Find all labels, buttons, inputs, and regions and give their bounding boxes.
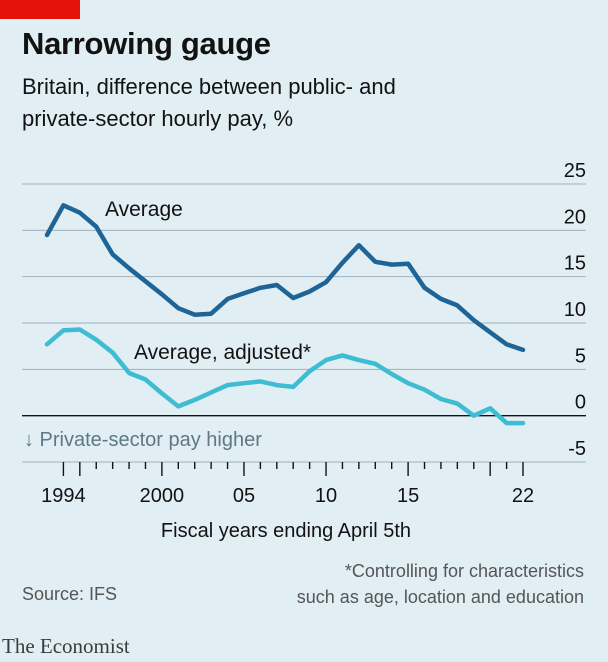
footnote-line-2: such as age, location and education <box>296 587 584 607</box>
x-tick-label: 22 <box>512 485 534 507</box>
x-tick-label: 05 <box>233 485 255 507</box>
x-axis-label: Fiscal years ending April 5th <box>161 520 411 542</box>
footnote-line-1: *Controlling for characteristics <box>344 561 584 581</box>
y-tick-label: 15 <box>564 253 586 275</box>
y-tick-label: 10 <box>564 299 586 321</box>
x-tick-label: 1994 <box>41 485 86 507</box>
x-tick-label: 2000 <box>140 485 185 507</box>
footnote: *Controlling for characteristics such as… <box>297 558 584 610</box>
series-line-average-adjusted <box>44 327 526 426</box>
brand-wordmark: The Economist <box>2 634 130 658</box>
x-tick-label: 10 <box>315 485 337 507</box>
annotation-private-sector-higher: ↓ Private-sector pay higher <box>24 429 262 451</box>
brand-red-tag <box>0 0 80 19</box>
chart-subtitle: Britain, difference between public- and … <box>22 74 396 131</box>
series-label: Average, adjusted* <box>134 341 311 364</box>
source-note: Source: IFS <box>22 584 118 604</box>
x-tick-label: 15 <box>397 485 419 507</box>
y-tick-label: 20 <box>564 206 586 228</box>
y-tick-label: 5 <box>575 345 586 367</box>
y-tick-label: -5 <box>568 438 586 460</box>
y-tick-label: 25 <box>564 160 586 182</box>
y-tick-label: 0 <box>575 392 586 414</box>
series-label: Average <box>105 198 183 221</box>
series-line-average <box>44 203 526 353</box>
chart-title: Narrowing gauge <box>22 26 271 61</box>
